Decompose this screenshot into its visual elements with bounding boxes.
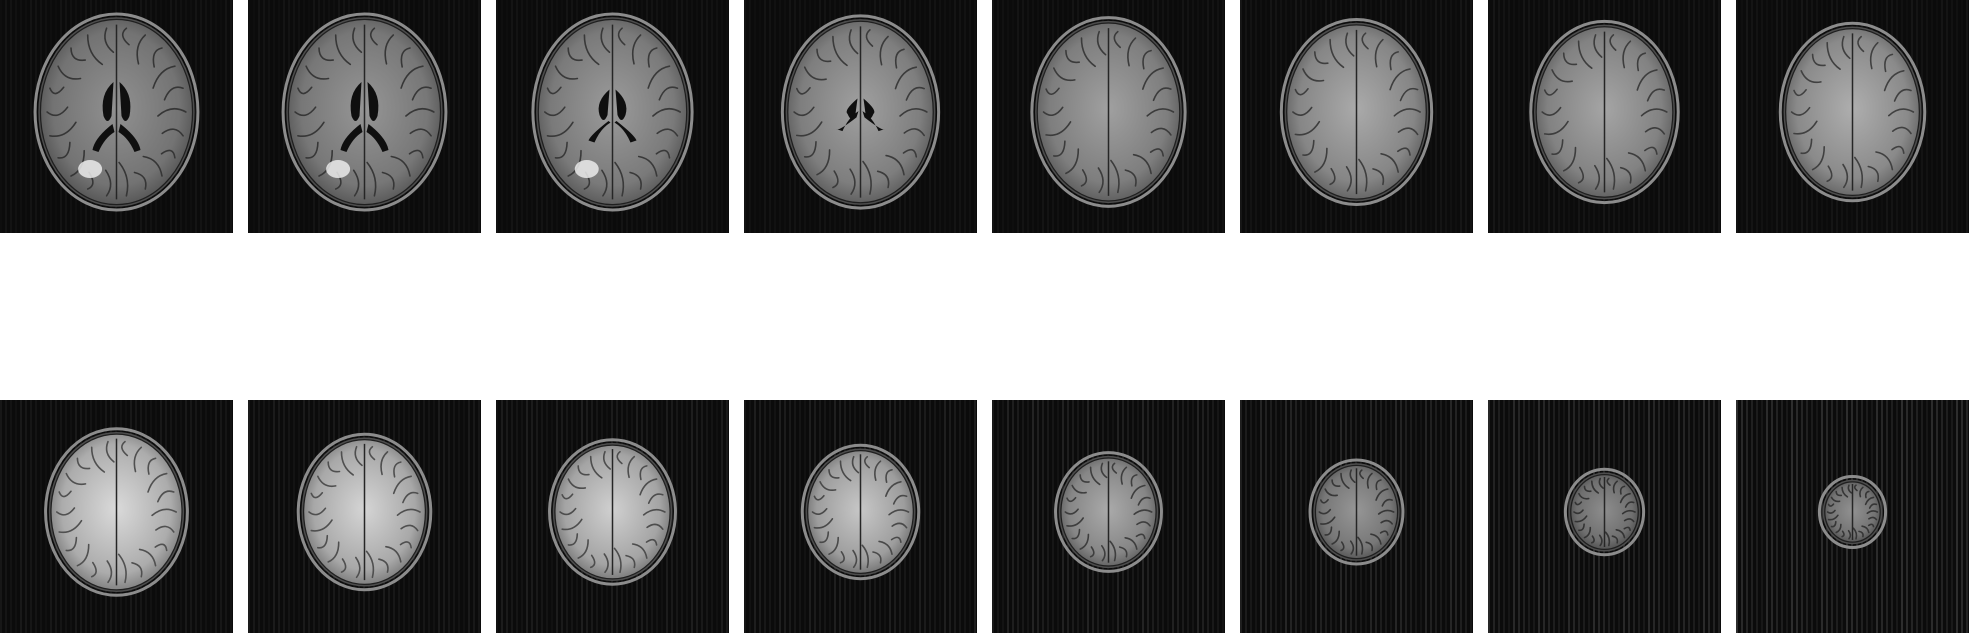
skull-outline [44, 427, 189, 597]
skull-outline [1778, 21, 1927, 203]
gyri-pattern [1573, 477, 1636, 547]
mri-slice-5 [992, 0, 1225, 233]
mri-slice-12 [744, 400, 977, 633]
bottom-row [0, 400, 1970, 633]
gyri-pattern [1826, 484, 1879, 540]
skull-outline [1030, 16, 1187, 208]
mri-slice-9 [0, 400, 233, 633]
gyri-pattern [308, 445, 421, 579]
mri-slice-image [496, 400, 729, 633]
skull-outline [1529, 19, 1680, 205]
skull-outline [548, 438, 677, 586]
ventricles [92, 82, 141, 152]
mri-slice-2 [248, 0, 481, 233]
mri-slice-8 [1736, 0, 1969, 233]
gyri-pattern [559, 450, 666, 574]
mri-slice-1 [0, 0, 233, 233]
gyri-pattern [1292, 32, 1421, 192]
gyri-pattern [1042, 30, 1175, 194]
mri-slice-7 [1488, 0, 1721, 233]
hyperintense-lesion [574, 160, 599, 179]
mri-slice-image [1736, 0, 1969, 233]
skull-outline [281, 12, 448, 212]
hyperintense-lesion [78, 160, 103, 179]
mri-slice-image [992, 0, 1225, 233]
mri-slice-image [1736, 400, 1969, 633]
mri-slice-image [744, 400, 977, 633]
mri-slice-image [1240, 400, 1473, 633]
mri-slice-image [248, 400, 481, 633]
ventricles [588, 89, 637, 143]
gyri-pattern [1318, 469, 1395, 555]
mri-slice-11 [496, 400, 729, 633]
hyperintense-lesion [326, 160, 351, 179]
skull-outline [33, 12, 200, 212]
mri-slice-image [992, 400, 1225, 633]
mri-slice-16 [1736, 400, 1969, 633]
mri-slice-13 [992, 400, 1225, 633]
gyri-pattern [294, 27, 435, 197]
mri-slice-15 [1488, 400, 1721, 633]
gyri-pattern [1541, 34, 1668, 190]
ventricles [836, 98, 885, 132]
mri-slice-14 [1240, 400, 1473, 633]
skull-outline [296, 432, 433, 592]
mri-slice-6 [1240, 0, 1473, 233]
top-row [0, 0, 1970, 233]
skull-outline [1308, 458, 1405, 566]
mri-slice-image [496, 0, 729, 233]
gyri-pattern [46, 27, 187, 197]
mri-slice-image [248, 0, 481, 233]
gyri-pattern [56, 440, 177, 584]
skull-outline [800, 443, 921, 581]
skull-outline [1279, 18, 1434, 206]
mri-slice-image [0, 400, 233, 633]
skull-outline [1817, 475, 1888, 549]
mri-slice-image [744, 0, 977, 233]
ventricles [340, 82, 389, 152]
mri-slice-image [1488, 0, 1721, 233]
skull-outline [1563, 467, 1646, 557]
skull-outline [531, 12, 694, 212]
mri-slice-3 [496, 0, 729, 233]
gyri-pattern [793, 29, 928, 195]
gyri-pattern [811, 455, 910, 569]
gyri-pattern [1790, 35, 1915, 189]
mri-slice-image [1240, 0, 1473, 233]
mri-slice-image [0, 0, 233, 233]
mri-slice-4 [744, 0, 977, 233]
skull-outline [780, 14, 941, 210]
skull-outline [1054, 451, 1163, 573]
mri-slice-image [1488, 400, 1721, 633]
gyri-pattern [1064, 462, 1153, 562]
mri-slice-10 [248, 400, 481, 633]
